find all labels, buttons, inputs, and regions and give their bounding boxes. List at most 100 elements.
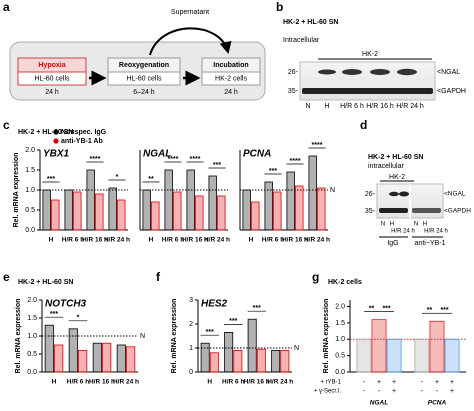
- lane-label: H: [423, 222, 427, 228]
- bar: [280, 349, 290, 373]
- baseline-label: N: [294, 345, 299, 352]
- bar: [108, 187, 117, 231]
- significance-label: **: [148, 176, 154, 183]
- panel-letter: e: [3, 270, 10, 284]
- bar: [264, 181, 273, 231]
- significance-label: *: [77, 315, 80, 322]
- step-box: Incubation HK-2 cells 24 h: [201, 57, 261, 96]
- panel-letter: c: [3, 118, 10, 132]
- bar: [247, 318, 257, 373]
- significance-label: ***: [206, 329, 214, 336]
- y-tick-label: 0.5: [335, 352, 345, 359]
- lane-label: H/R 24 h: [424, 229, 448, 235]
- significance-label: ****: [312, 142, 323, 149]
- bar: [209, 352, 219, 373]
- y-tick-label: 1.5: [25, 167, 35, 174]
- blot: [299, 61, 436, 101]
- step-title: Incubation: [213, 62, 248, 69]
- condition-symbol: +: [377, 379, 381, 386]
- panel-title: HK-2 cells: [328, 279, 362, 286]
- bar: [186, 169, 195, 231]
- significance-label: **: [427, 307, 433, 314]
- bar: [386, 338, 402, 373]
- band: [399, 191, 409, 197]
- y-tick-label: 2.0: [335, 303, 345, 310]
- step-time: 6–24 h: [133, 89, 155, 96]
- legend-label: anti-YB-1 Ab: [61, 138, 103, 145]
- bar: [414, 338, 430, 373]
- bar: [86, 169, 95, 231]
- y-tick-label: 3: [189, 297, 193, 304]
- panel-letter: g: [312, 270, 319, 284]
- lane-label: H/R 24 h: [391, 229, 415, 235]
- bar: [273, 191, 282, 231]
- x-tick-label: H/R 24 h: [113, 379, 139, 386]
- plot-title: NOTCH3: [45, 299, 87, 310]
- step-cells-box: [201, 71, 261, 86]
- step-title: Hypoxia: [38, 62, 65, 69]
- x-tick-label: H/R 16 h: [182, 237, 208, 244]
- bar: [295, 185, 304, 231]
- plot-title: HES2: [201, 299, 228, 310]
- bar: [73, 191, 82, 231]
- band: [342, 69, 362, 75]
- bar: [200, 342, 210, 373]
- band: [412, 208, 441, 213]
- x-tick-label: H/R 24 h: [204, 237, 230, 244]
- condition-symbol: -: [421, 379, 424, 386]
- plot-title: YBX1: [43, 149, 70, 160]
- step-cells: HK-2 cells: [215, 75, 247, 82]
- significance-label: **: [369, 305, 375, 312]
- legend-label: Nonspec. IgG: [61, 129, 107, 136]
- condition-symbol: +: [450, 379, 454, 386]
- y-tick-label: 0.0: [335, 369, 345, 376]
- panel-letter: a: [3, 0, 10, 14]
- panel-title: HK-2 + HL-60 SN: [283, 19, 338, 26]
- significance-label: ****: [168, 156, 179, 163]
- condition-symbol: -: [378, 388, 381, 395]
- panel-title: HK-2 + HL-60 SN: [368, 154, 423, 161]
- bar: [256, 348, 266, 373]
- bar: [429, 320, 445, 373]
- marker: 35-: [288, 88, 299, 95]
- significance-label: ***: [50, 311, 58, 318]
- step-cells: HL-60 cells: [34, 75, 70, 82]
- panel-subtitle: Intracellular: [283, 37, 320, 44]
- y-tick-label: 2: [189, 321, 193, 328]
- bar: [151, 201, 160, 231]
- bar: [271, 349, 281, 373]
- baseline-label: N: [330, 187, 335, 194]
- y-tick-label: 2.0: [25, 147, 35, 154]
- y-tick-label: 1.5: [27, 315, 37, 322]
- lane-label: H: [324, 103, 329, 110]
- bar: [51, 199, 60, 231]
- y-tick-label: 0.0: [27, 369, 37, 376]
- condition-symbol: -: [363, 379, 366, 386]
- legend-marker: [53, 129, 59, 135]
- bar: [54, 344, 64, 373]
- panel-subtitle: intracellular: [368, 163, 404, 170]
- panel-letter: b: [276, 0, 283, 14]
- x-tick-label: H/R 16 h: [82, 237, 108, 244]
- y-tick-label: 1.5: [335, 320, 345, 327]
- panel-letter: f: [156, 270, 161, 284]
- band: [318, 69, 336, 75]
- bar: [142, 189, 151, 231]
- blot-label: HK-2: [389, 174, 405, 181]
- x-tick-label: H/R 24 h: [304, 237, 330, 244]
- bar: [251, 201, 260, 231]
- panel-title: HK-2 + HL-60 SN: [18, 279, 73, 286]
- band: [379, 208, 408, 213]
- bar: [44, 324, 54, 373]
- bar: [95, 193, 104, 231]
- step-cells-box: [107, 71, 181, 86]
- lane-label: N: [381, 222, 385, 228]
- bar: [195, 195, 204, 231]
- baseline-label: N: [140, 333, 145, 340]
- supernatant-arrow: [149, 27, 232, 56]
- x-tick-label: H: [249, 237, 254, 244]
- marker: 35-: [365, 208, 376, 215]
- x-tick-label: H/R 6 h: [262, 237, 284, 244]
- step-box: Reoxygenation HL-60 cells 6–24 h: [107, 57, 181, 96]
